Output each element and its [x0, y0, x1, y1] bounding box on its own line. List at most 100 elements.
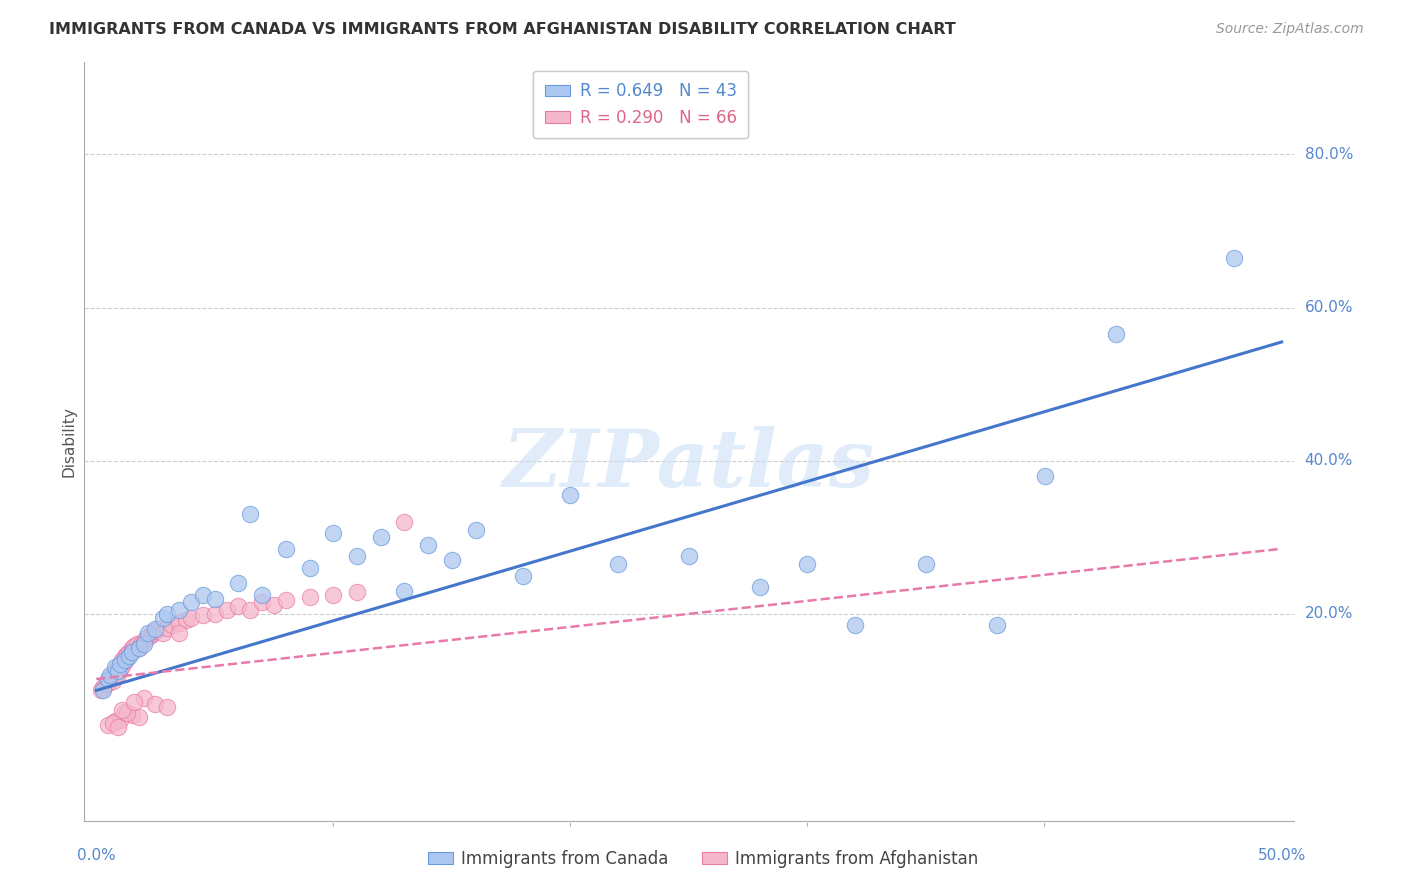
Point: [796, 557, 818, 571]
Point: [298, 561, 321, 575]
Point: [560, 488, 582, 502]
Text: 40.0%: 40.0%: [1305, 453, 1353, 468]
Point: [512, 568, 534, 582]
Point: [128, 641, 150, 656]
Point: [145, 624, 167, 638]
Point: [274, 593, 297, 607]
Point: [915, 557, 938, 571]
Point: [160, 618, 183, 632]
Point: [156, 621, 179, 635]
Point: [239, 603, 262, 617]
Point: [152, 610, 174, 624]
Point: [122, 695, 145, 709]
Point: [167, 615, 190, 630]
Point: [125, 638, 148, 652]
Point: [101, 674, 124, 689]
Text: ZIPatlas: ZIPatlas: [503, 425, 875, 503]
Point: [114, 648, 136, 663]
Point: [115, 706, 138, 721]
Point: [108, 713, 131, 727]
Point: [156, 607, 179, 621]
Point: [104, 660, 127, 674]
Point: [100, 672, 122, 686]
Point: [91, 680, 114, 694]
Point: [606, 557, 628, 571]
Point: [108, 662, 131, 676]
Point: [139, 628, 162, 642]
Point: [191, 588, 214, 602]
Point: [114, 705, 136, 719]
Point: [346, 549, 368, 564]
Point: [104, 665, 127, 679]
Point: [678, 549, 700, 564]
Point: [91, 683, 114, 698]
Point: [104, 670, 127, 684]
Point: [346, 585, 368, 599]
Text: IMMIGRANTS FROM CANADA VS IMMIGRANTS FROM AFGHANISTAN DISABILITY CORRELATION CHA: IMMIGRANTS FROM CANADA VS IMMIGRANTS FRO…: [49, 22, 956, 37]
Point: [132, 638, 155, 652]
Point: [107, 665, 129, 679]
Text: 0.0%: 0.0%: [77, 848, 115, 863]
Point: [394, 515, 416, 529]
Point: [101, 715, 124, 730]
Point: [180, 610, 202, 624]
Point: [142, 626, 165, 640]
Point: [152, 626, 174, 640]
Legend: R = 0.649   N = 43, R = 0.290   N = 66: R = 0.649 N = 43, R = 0.290 N = 66: [533, 70, 748, 138]
Point: [121, 645, 143, 659]
Point: [156, 700, 179, 714]
Point: [322, 526, 344, 541]
Point: [239, 508, 262, 522]
Point: [128, 641, 150, 656]
Point: [94, 677, 117, 691]
Point: [138, 630, 160, 644]
Point: [114, 653, 136, 667]
Point: [115, 647, 138, 661]
Point: [1033, 469, 1056, 483]
Legend: Immigrants from Canada, Immigrants from Afghanistan: Immigrants from Canada, Immigrants from …: [420, 844, 986, 875]
Point: [298, 590, 321, 604]
Point: [167, 603, 190, 617]
Point: [97, 675, 120, 690]
Point: [394, 583, 416, 598]
Point: [145, 622, 167, 636]
Point: [108, 657, 131, 671]
Point: [464, 523, 486, 537]
Point: [135, 632, 157, 646]
Point: [118, 648, 141, 663]
Point: [121, 641, 143, 656]
Point: [1223, 251, 1246, 265]
Point: [121, 643, 143, 657]
Point: [274, 541, 297, 556]
Point: [176, 613, 198, 627]
Point: [122, 639, 145, 653]
Point: [118, 645, 141, 659]
Point: [250, 595, 273, 609]
Point: [215, 603, 238, 617]
Point: [121, 708, 143, 723]
Point: [101, 668, 124, 682]
Point: [111, 659, 134, 673]
Point: [145, 697, 167, 711]
Point: [90, 683, 112, 698]
Point: [204, 607, 226, 621]
Point: [322, 588, 344, 602]
Text: 20.0%: 20.0%: [1305, 607, 1353, 622]
Point: [146, 622, 169, 636]
Point: [107, 666, 129, 681]
Point: [250, 588, 273, 602]
Point: [132, 691, 155, 706]
Point: [844, 618, 866, 632]
Point: [97, 672, 120, 686]
Point: [97, 718, 120, 732]
Point: [111, 703, 134, 717]
Point: [108, 657, 131, 671]
Point: [128, 710, 150, 724]
Text: 80.0%: 80.0%: [1305, 147, 1353, 161]
Point: [100, 668, 122, 682]
Point: [115, 651, 138, 665]
Point: [418, 538, 440, 552]
Point: [107, 660, 129, 674]
Point: [104, 714, 127, 728]
Point: [228, 576, 250, 591]
